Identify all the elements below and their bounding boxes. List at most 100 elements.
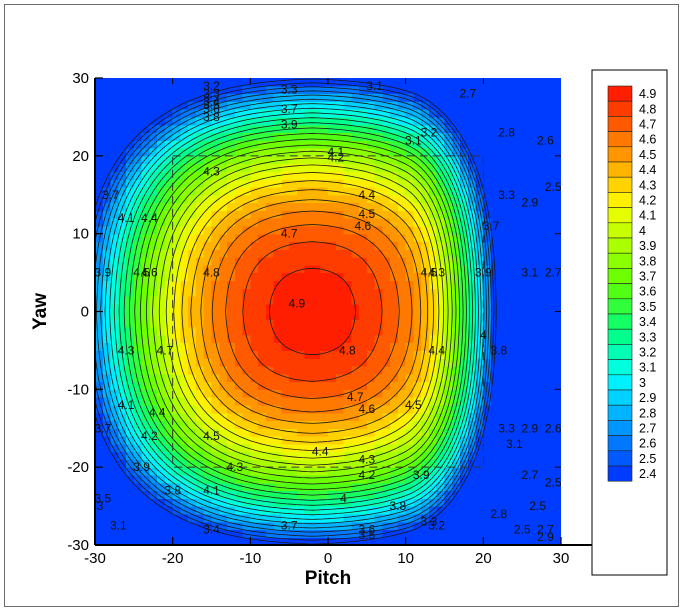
field-cell <box>436 257 446 266</box>
field-cell <box>102 506 112 515</box>
field-cell <box>374 381 383 390</box>
field-cell <box>265 451 275 460</box>
field-cell <box>491 436 500 445</box>
field-cell <box>475 78 484 87</box>
field-cell <box>335 148 345 157</box>
field-cell <box>110 93 119 102</box>
field-cell <box>553 249 561 258</box>
field-cell <box>397 109 407 118</box>
field-cell <box>328 529 337 538</box>
field-cell <box>188 513 197 523</box>
field-cell <box>366 101 376 110</box>
field-cell <box>537 327 547 336</box>
contour-label: 3.9 <box>413 468 430 482</box>
field-cell <box>428 404 438 414</box>
field-cell <box>180 389 189 398</box>
field-cell <box>335 389 345 398</box>
field-cell <box>102 412 112 422</box>
legend-label: 2.7 <box>639 422 656 436</box>
field-cell <box>452 482 461 492</box>
field-cell <box>514 179 523 188</box>
field-cell <box>188 373 197 383</box>
field-cell <box>289 311 298 320</box>
field-cell <box>374 93 383 102</box>
field-cell <box>467 482 477 492</box>
field-cell <box>483 537 492 545</box>
field-cell <box>133 179 143 188</box>
field-cell <box>172 132 182 141</box>
field-cell <box>343 537 352 545</box>
field-cell <box>397 459 407 468</box>
field-cell <box>374 529 383 538</box>
field-cell <box>242 529 251 538</box>
field-cell <box>95 420 104 429</box>
field-cell <box>382 334 391 344</box>
field-cell <box>390 280 399 289</box>
field-cell <box>328 264 337 274</box>
field-cell <box>180 506 189 515</box>
field-cell <box>343 186 352 196</box>
field-cell <box>118 365 127 375</box>
field-cell <box>203 109 213 118</box>
field-cell <box>483 303 492 313</box>
field-cell <box>491 78 500 87</box>
field-cell <box>413 319 422 328</box>
field-cell <box>258 233 267 243</box>
field-cell <box>460 428 469 437</box>
field-cell <box>172 303 182 313</box>
field-cell <box>460 482 469 492</box>
field-cell <box>234 459 244 468</box>
field-cell <box>382 459 391 468</box>
field-cell <box>211 381 220 390</box>
field-cell <box>390 358 399 367</box>
field-cell <box>444 280 453 289</box>
field-cell <box>475 404 484 414</box>
field-cell <box>529 420 539 429</box>
field-cell <box>537 436 547 445</box>
contour-label: 2.7 <box>537 522 554 536</box>
field-cell <box>529 334 539 344</box>
field-cell <box>180 155 189 165</box>
field-cell <box>444 436 453 445</box>
field-cell <box>164 85 174 95</box>
field-cell <box>428 451 438 460</box>
field-cell <box>273 412 282 422</box>
field-cell <box>289 288 298 297</box>
field-cell <box>281 365 290 375</box>
contour-label: 3.3 <box>421 515 438 529</box>
field-cell <box>133 436 143 445</box>
field-cell <box>149 350 158 359</box>
field-cell <box>498 218 508 227</box>
field-cell <box>234 93 244 102</box>
field-cell <box>475 319 484 328</box>
field-cell <box>281 280 290 289</box>
field-cell <box>491 225 500 235</box>
field-cell <box>553 506 561 515</box>
field-cell <box>164 521 174 531</box>
field-cell <box>304 210 314 219</box>
field-cell <box>265 78 275 87</box>
legend-label: 3.9 <box>639 239 656 253</box>
legend-label: 4 <box>639 224 646 238</box>
field-cell <box>188 132 197 141</box>
field-cell <box>475 506 484 515</box>
field-cell <box>164 365 174 375</box>
field-cell <box>149 459 158 468</box>
field-cell <box>553 280 561 289</box>
field-cell <box>374 350 383 359</box>
field-cell <box>211 327 220 336</box>
field-cell <box>110 218 119 227</box>
field-cell <box>258 412 267 422</box>
field-cell <box>219 513 228 523</box>
field-cell <box>211 264 220 274</box>
field-cell <box>483 521 492 531</box>
field-cell <box>95 412 104 422</box>
field-cell <box>304 474 314 484</box>
field-cell <box>374 241 383 250</box>
field-cell <box>234 397 244 406</box>
field-cell <box>234 498 244 507</box>
field-cell <box>359 319 368 328</box>
field-cell <box>172 140 182 149</box>
field-cell <box>250 116 259 126</box>
field-cell <box>452 397 461 406</box>
